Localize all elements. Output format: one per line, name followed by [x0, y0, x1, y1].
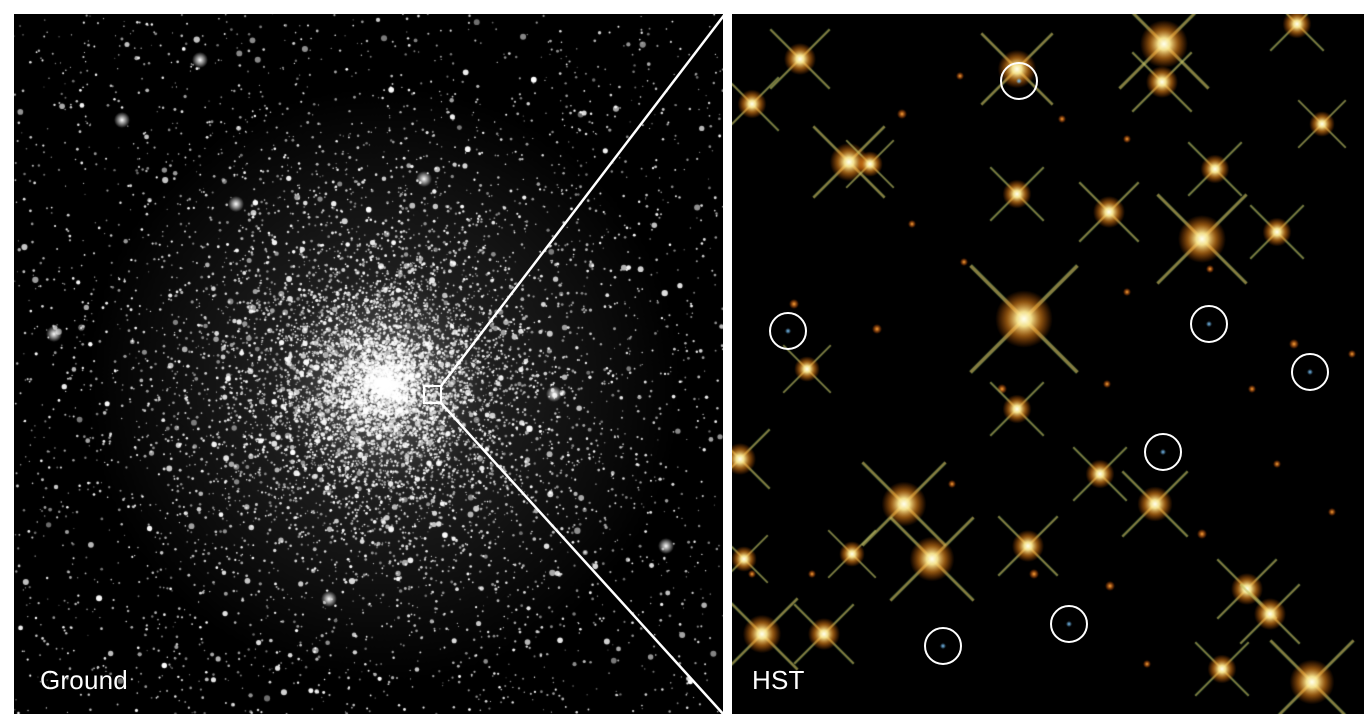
hst-zoom-image	[732, 14, 1364, 714]
hst-image-panel: HST	[732, 14, 1364, 714]
ground-image-panel: Ground	[14, 14, 723, 714]
ground-label: Ground	[40, 665, 128, 695]
globular-cluster-ground-image	[14, 14, 723, 714]
hst-label: HST	[752, 665, 805, 695]
